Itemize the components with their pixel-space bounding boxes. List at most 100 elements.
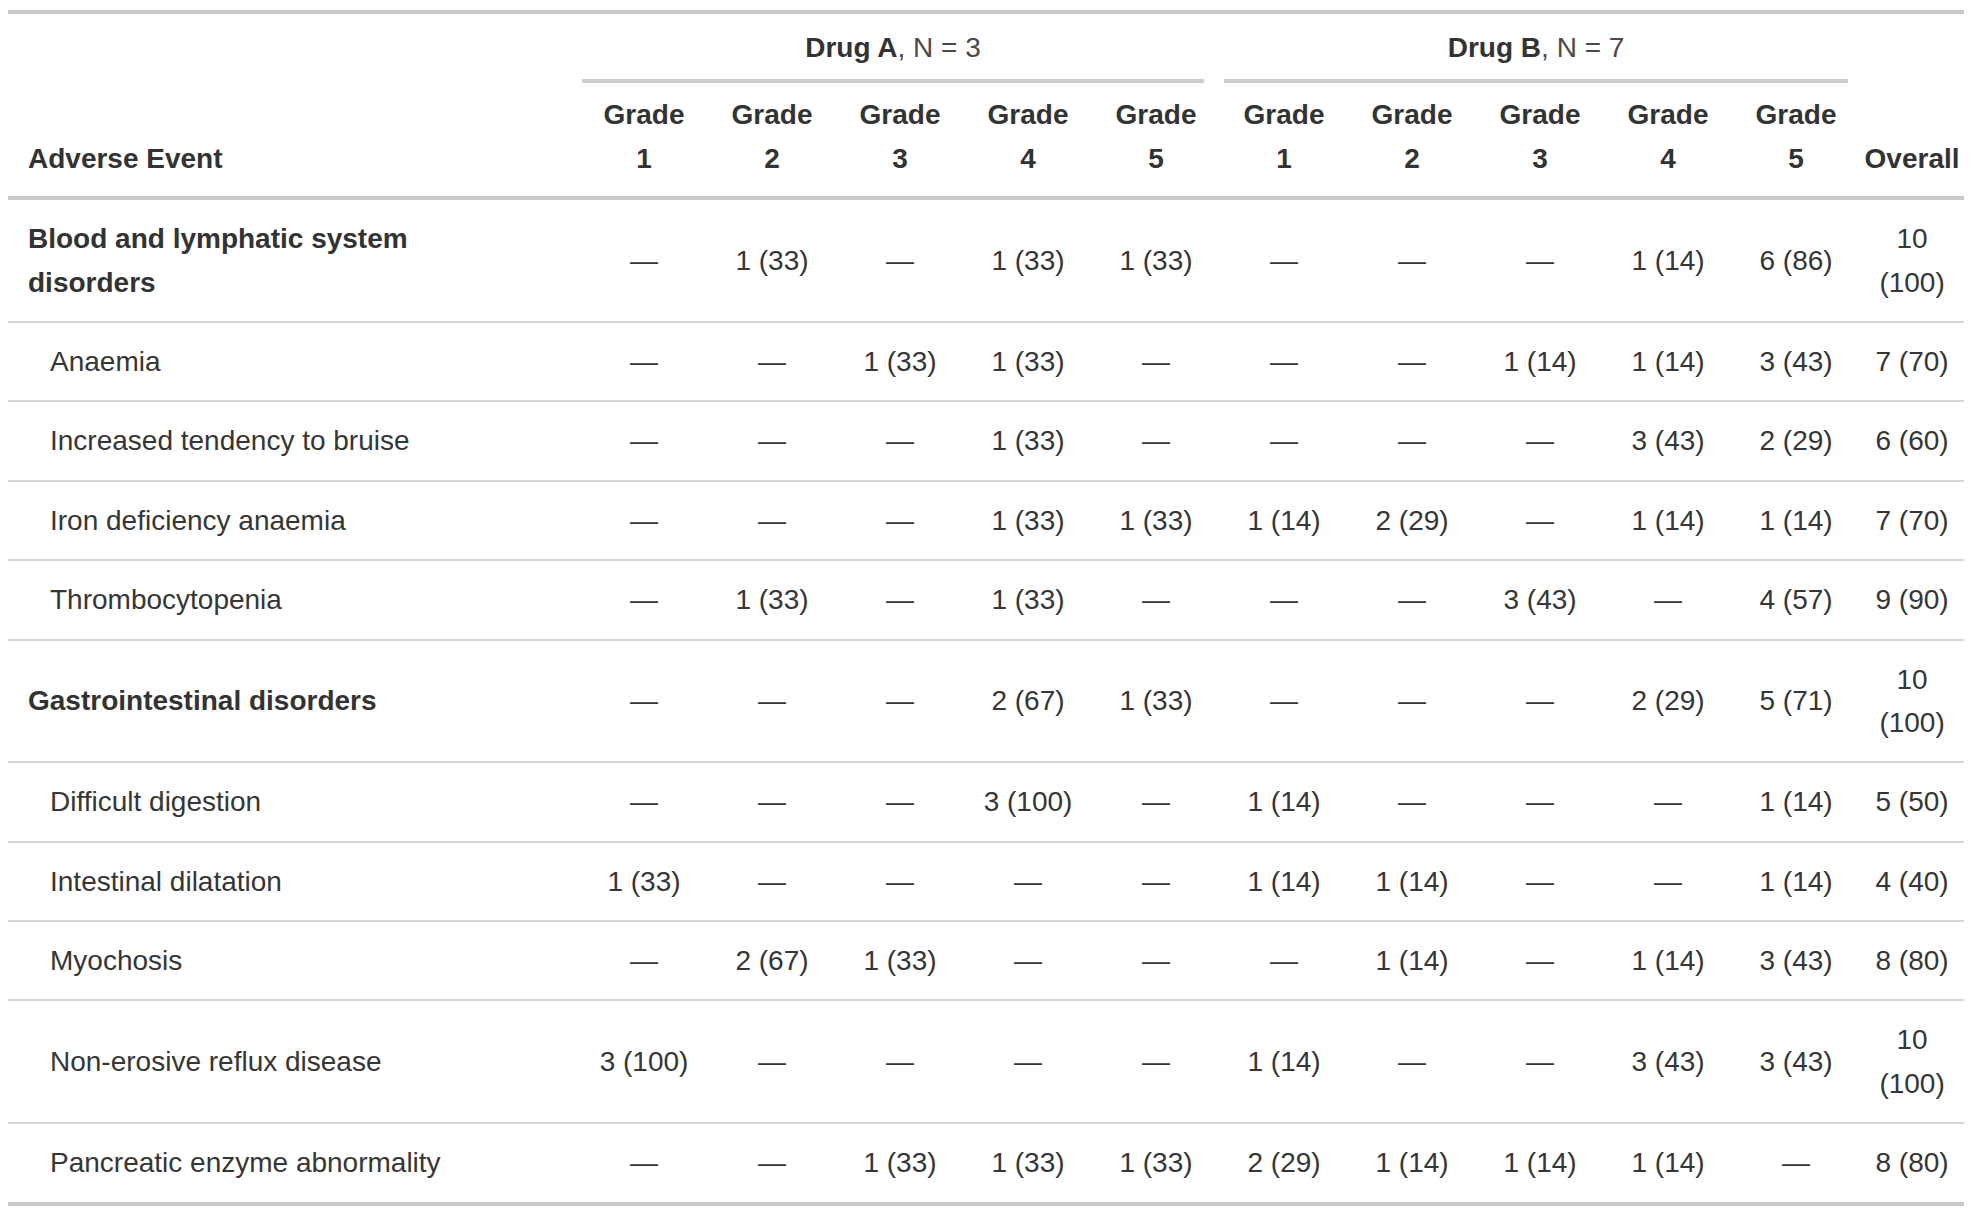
grade-word: Grade [1608,93,1728,136]
spanner-row: Adverse Event Drug A, N = 3 Drug B, N = … [8,12,1964,83]
overall-value-cell: 10 (100) [1860,1000,1964,1123]
overall-value-cell: 10 (100) [1860,198,1964,322]
value-cell: 1 (14) [1604,322,1732,401]
value-cell: — [836,842,964,921]
value-cell: — [1476,640,1604,763]
value-cell: 1 (14) [1604,921,1732,1000]
value-cell: — [1220,322,1348,401]
value-cell: 5 (71) [1732,640,1860,763]
overall-value-cell: 4 (40) [1860,842,1964,921]
drug-b-n: , N = 7 [1541,32,1624,63]
value-cell: 1 (33) [1092,198,1220,322]
value-cell: — [1220,198,1348,322]
grade-number: 1 [1224,137,1344,180]
table-row: Increased tendency to bruise———1 (33)———… [8,401,1964,480]
value-cell: 3 (100) [964,762,1092,841]
value-cell: — [708,481,836,560]
value-cell: — [1092,921,1220,1000]
value-cell: 2 (29) [1348,481,1476,560]
table-row: Gastrointestinal disorders———2 (67)1 (33… [8,640,1964,763]
overall-value-cell: 7 (70) [1860,481,1964,560]
overall-value-cell: 5 (50) [1860,762,1964,841]
value-cell: — [1348,401,1476,480]
adverse-event-label: Anaemia [8,322,580,401]
grade-word: Grade [1224,93,1344,136]
table-row: Iron deficiency anaemia———1 (33)1 (33)1 … [8,481,1964,560]
table-row: Myochosis—2 (67)1 (33)———1 (14)—1 (14)3 … [8,921,1964,1000]
value-cell: 1 (14) [1348,842,1476,921]
value-cell: — [1348,198,1476,322]
grade-number: 2 [712,137,832,180]
overall-value-cell: 6 (60) [1860,401,1964,480]
value-cell: — [708,1000,836,1123]
drug-b-spanner: Drug B, N = 7 [1220,12,1860,83]
adverse-event-column-header: Adverse Event [8,12,580,198]
value-cell: — [1220,560,1348,639]
adverse-events-table: Adverse Event Drug A, N = 3 Drug B, N = … [8,10,1964,1206]
value-cell: — [580,921,708,1000]
overall-value-cell: 8 (80) [1860,1123,1964,1203]
value-cell: — [1732,1123,1860,1203]
value-cell: 4 (57) [1732,560,1860,639]
value-cell: 1 (33) [964,481,1092,560]
table-row: Thrombocytopenia—1 (33)—1 (33)———3 (43)—… [8,560,1964,639]
value-cell: — [1092,322,1220,401]
column-header-grade-a-1: Grade1 [580,83,708,198]
column-header-grade-b-2: Grade2 [1348,83,1476,198]
value-cell: 3 (43) [1604,401,1732,480]
grade-number: 5 [1096,137,1216,180]
grade-number: 4 [968,137,1088,180]
adverse-event-label: Iron deficiency anaemia [8,481,580,560]
value-cell: — [1604,762,1732,841]
value-cell: 1 (14) [1476,1123,1604,1203]
table-row: Pancreatic enzyme abnormality——1 (33)1 (… [8,1123,1964,1203]
value-cell: — [708,640,836,763]
value-cell: — [1220,921,1348,1000]
column-header-grade-a-2: Grade2 [708,83,836,198]
grade-word: Grade [1480,93,1600,136]
value-cell: — [1092,842,1220,921]
value-cell: 1 (33) [964,401,1092,480]
grade-word: Grade [968,93,1088,136]
value-cell: 1 (14) [1348,921,1476,1000]
value-cell: — [580,1123,708,1203]
value-cell: 1 (14) [1732,842,1860,921]
value-cell: — [836,198,964,322]
value-cell: 1 (14) [1220,762,1348,841]
value-cell: 3 (43) [1732,322,1860,401]
value-cell: — [1476,762,1604,841]
value-cell: 1 (33) [580,842,708,921]
column-header-grade-b-1: Grade1 [1220,83,1348,198]
value-cell: 1 (14) [1476,322,1604,401]
adverse-event-label: Difficult digestion [8,762,580,841]
value-cell: 1 (33) [964,322,1092,401]
value-cell: — [1092,1000,1220,1123]
value-cell: 1 (33) [1092,640,1220,763]
grade-number: 1 [584,137,704,180]
value-cell: — [708,322,836,401]
value-cell: 1 (33) [708,198,836,322]
overall-column-header: Overall [1860,12,1964,198]
column-header-grade-a-3: Grade3 [836,83,964,198]
value-cell: 2 (67) [708,921,836,1000]
value-cell: — [1476,198,1604,322]
value-cell: 1 (14) [1604,198,1732,322]
value-cell: 3 (43) [1732,921,1860,1000]
table-row: Blood and lymphatic system disorders—1 (… [8,198,1964,322]
value-cell: — [836,401,964,480]
column-header-grade-b-3: Grade3 [1476,83,1604,198]
value-cell: — [708,762,836,841]
drug-b-spanner-label: Drug B, N = 7 [1224,26,1848,83]
value-cell: — [964,842,1092,921]
value-cell: — [580,401,708,480]
drug-a-name: Drug A [805,32,897,63]
value-cell: 6 (86) [1732,198,1860,322]
value-cell: 1 (33) [836,1123,964,1203]
value-cell: — [1476,842,1604,921]
drug-a-spanner-label: Drug A, N = 3 [582,26,1204,83]
grade-word: Grade [584,93,704,136]
value-cell: — [964,1000,1092,1123]
value-cell: 1 (14) [1348,1123,1476,1203]
value-cell: — [708,842,836,921]
drug-a-n: , N = 3 [898,32,981,63]
